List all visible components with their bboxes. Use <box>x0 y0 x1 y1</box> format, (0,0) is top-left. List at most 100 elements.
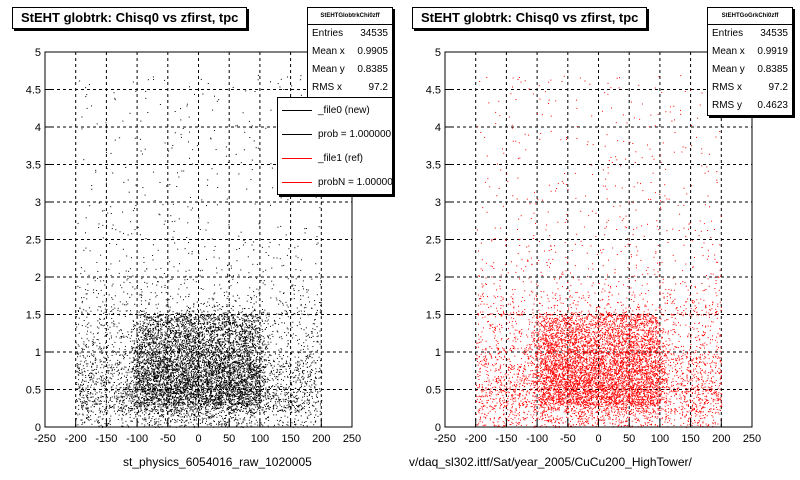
scatter-point <box>221 343 223 345</box>
scatter-point <box>157 365 159 367</box>
scatter-point <box>254 374 256 376</box>
scatter-point <box>120 395 122 397</box>
scatter-point <box>232 391 234 393</box>
scatter-point <box>191 386 193 388</box>
scatter-point <box>182 319 184 321</box>
scatter-point <box>234 352 236 353</box>
scatter-point <box>208 328 210 330</box>
scatter-point <box>224 418 225 419</box>
scatter-point <box>122 303 124 305</box>
scatter-point <box>246 336 248 338</box>
scatter-point <box>217 399 219 401</box>
scatter-point <box>223 333 224 335</box>
scatter-point <box>254 387 256 389</box>
scatter-point <box>240 359 242 361</box>
scatter-point <box>111 306 113 308</box>
scatter-point <box>316 396 318 398</box>
scatter-point <box>154 372 156 374</box>
scatter-point <box>219 308 221 310</box>
scatter-point <box>125 405 127 407</box>
scatter-point <box>81 347 83 349</box>
scatter-point <box>233 411 235 412</box>
scatter-point <box>167 411 169 413</box>
scatter-point <box>190 348 192 350</box>
scatter-point <box>260 390 262 392</box>
scatter-point <box>132 368 134 370</box>
scatter-point <box>167 302 169 304</box>
scatter-point <box>106 314 108 316</box>
scatter-point <box>147 358 149 360</box>
scatter-point <box>201 387 203 388</box>
scatter-point <box>253 374 255 376</box>
scatter-point <box>145 349 146 351</box>
scatter-point <box>89 373 90 375</box>
scatter-point <box>230 333 232 334</box>
scatter-point <box>212 352 214 353</box>
scatter-point <box>226 297 228 299</box>
scatter-point <box>228 338 229 340</box>
scatter-point <box>249 356 251 358</box>
scatter-point <box>182 347 184 349</box>
scatter-point <box>288 391 290 393</box>
scatter-point <box>272 407 274 409</box>
scatter-point <box>217 378 219 379</box>
scatter-point <box>230 399 232 401</box>
scatter-point <box>257 338 259 340</box>
scatter-point <box>111 285 113 287</box>
scatter-point <box>121 419 123 421</box>
scatter-point <box>125 371 127 373</box>
scatter-point <box>176 358 178 360</box>
scatter-point <box>295 395 297 397</box>
scatter-point <box>257 337 259 339</box>
scatter-point <box>88 410 90 412</box>
scatter-point <box>145 329 147 331</box>
scatter-point <box>191 403 193 405</box>
scatter-point <box>148 399 150 401</box>
scatter-point <box>178 352 180 354</box>
scatter-point <box>193 385 195 387</box>
scatter-point <box>285 398 287 400</box>
scatter-point <box>249 340 251 342</box>
scatter-point <box>82 394 84 396</box>
scatter-point <box>228 359 230 361</box>
scatter-point <box>152 345 154 347</box>
scatter-point <box>209 400 211 402</box>
scatter-point <box>226 409 228 411</box>
scatter-point <box>143 363 145 365</box>
scatter-point <box>148 416 150 418</box>
scatter-point <box>134 390 136 392</box>
scatter-point <box>131 393 133 395</box>
scatter-point <box>156 349 158 351</box>
scatter-point <box>177 341 179 343</box>
scatter-point <box>166 407 167 409</box>
scatter-point <box>215 370 217 372</box>
scatter-point <box>228 412 230 414</box>
scatter-point <box>195 399 197 401</box>
scatter-point <box>199 423 201 424</box>
scatter-point <box>247 316 248 318</box>
scatter-point <box>196 360 198 362</box>
scatter-point <box>256 320 258 322</box>
scatter-point <box>137 397 139 399</box>
scatter-point <box>213 355 215 357</box>
scatter-point <box>158 366 160 368</box>
scatter-point <box>156 353 158 355</box>
scatter-point <box>202 288 204 290</box>
scatter-point <box>213 401 215 403</box>
scatter-point <box>229 368 231 370</box>
scatter-point <box>305 411 307 413</box>
scatter-point <box>144 346 146 348</box>
scatter-point <box>230 386 232 388</box>
scatter-point <box>219 384 221 386</box>
scatter-point <box>225 355 227 357</box>
scatter-point <box>252 342 254 344</box>
scatter-point <box>233 355 234 357</box>
scatter-point <box>177 324 179 325</box>
scatter-point <box>282 388 284 390</box>
scatter-point <box>266 390 268 392</box>
scatter-point <box>264 366 266 368</box>
scatter-point <box>177 419 179 421</box>
scatter-point <box>244 372 246 374</box>
scatter-point <box>157 328 159 330</box>
scatter-point <box>228 343 230 345</box>
